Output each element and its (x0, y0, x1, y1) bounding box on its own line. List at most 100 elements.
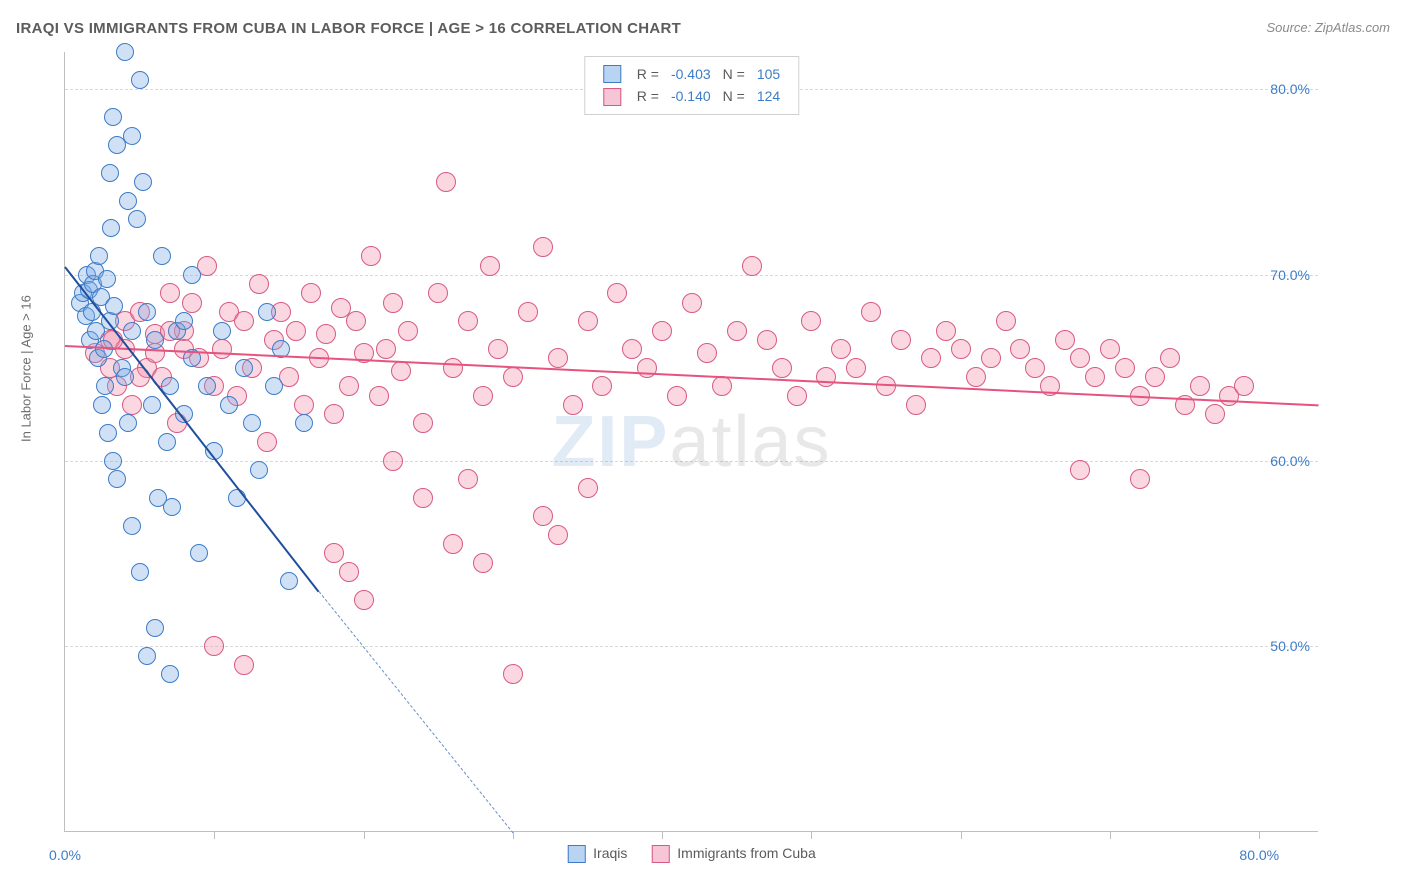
data-point-iraqis (123, 127, 141, 145)
trend-line-extrapolated (318, 591, 513, 833)
data-point-cuba (369, 386, 389, 406)
data-point-cuba (301, 283, 321, 303)
chart-title: IRAQI VS IMMIGRANTS FROM CUBA IN LABOR F… (16, 20, 681, 37)
data-point-iraqis (235, 359, 253, 377)
data-point-cuba (1190, 376, 1210, 396)
data-point-iraqis (163, 498, 181, 516)
data-point-cuba (667, 386, 687, 406)
data-point-cuba (981, 348, 1001, 368)
data-point-iraqis (190, 544, 208, 562)
data-point-iraqis (220, 396, 238, 414)
y-tick-label: 60.0% (1270, 453, 1310, 469)
data-point-iraqis (250, 461, 268, 479)
data-point-cuba (578, 311, 598, 331)
legend-item-cuba: Immigrants from Cuba (651, 845, 815, 863)
data-point-iraqis (116, 368, 134, 386)
data-point-cuba (503, 664, 523, 684)
data-point-cuba (861, 302, 881, 322)
data-point-cuba (324, 404, 344, 424)
data-point-iraqis (175, 312, 193, 330)
data-point-cuba (458, 311, 478, 331)
data-point-cuba (324, 543, 344, 563)
data-point-cuba (592, 376, 612, 396)
x-tick (364, 831, 365, 839)
legend-row-iraqis: R =-0.403 N =105 (597, 63, 786, 85)
gridline (65, 646, 1318, 647)
data-point-cuba (204, 636, 224, 656)
data-point-cuba (996, 311, 1016, 331)
x-tick (811, 831, 812, 839)
data-point-cuba (1160, 348, 1180, 368)
data-point-cuba (518, 302, 538, 322)
data-point-cuba (413, 413, 433, 433)
data-point-iraqis (146, 619, 164, 637)
data-point-cuba (1130, 469, 1150, 489)
data-point-cuba (473, 553, 493, 573)
data-point-cuba (383, 293, 403, 313)
data-point-cuba (682, 293, 702, 313)
data-point-cuba (294, 395, 314, 415)
data-point-cuba (1085, 367, 1105, 387)
series-legend: Iraqis Immigrants from Cuba (567, 845, 816, 863)
data-point-iraqis (295, 414, 313, 432)
data-point-cuba (891, 330, 911, 350)
data-point-cuba (488, 339, 508, 359)
data-point-cuba (563, 395, 583, 415)
data-point-cuba (697, 343, 717, 363)
data-point-cuba (1234, 376, 1254, 396)
x-tick (1110, 831, 1111, 839)
data-point-iraqis (104, 108, 122, 126)
data-point-cuba (234, 655, 254, 675)
data-point-cuba (383, 451, 403, 471)
data-point-iraqis (138, 647, 156, 665)
data-point-cuba (1070, 348, 1090, 368)
data-point-cuba (376, 339, 396, 359)
data-point-cuba (548, 348, 568, 368)
data-point-cuba (391, 361, 411, 381)
data-point-cuba (458, 469, 478, 489)
data-point-iraqis (213, 322, 231, 340)
legend-label: Iraqis (593, 845, 627, 861)
data-point-iraqis (161, 665, 179, 683)
swatch-cuba-icon (603, 88, 621, 106)
data-point-cuba (257, 432, 277, 452)
data-point-cuba (160, 283, 180, 303)
data-point-cuba (182, 293, 202, 313)
y-axis-title: In Labor Force | Age > 16 (19, 295, 34, 442)
chart-container: In Labor Force | Age > 16 ZIPatlas R =-0… (16, 52, 1390, 872)
data-point-cuba (480, 256, 500, 276)
data-point-cuba (234, 311, 254, 331)
data-point-iraqis (123, 322, 141, 340)
data-point-iraqis (158, 433, 176, 451)
data-point-iraqis (258, 303, 276, 321)
watermark: ZIPatlas (551, 401, 831, 483)
data-point-cuba (1100, 339, 1120, 359)
data-point-cuba (339, 376, 359, 396)
data-point-iraqis (183, 266, 201, 284)
data-point-iraqis (131, 563, 149, 581)
data-point-cuba (443, 358, 463, 378)
data-point-cuba (607, 283, 627, 303)
data-point-cuba (122, 395, 142, 415)
data-point-cuba (816, 367, 836, 387)
data-point-cuba (936, 321, 956, 341)
data-point-cuba (921, 348, 941, 368)
data-point-iraqis (104, 452, 122, 470)
data-point-cuba (533, 237, 553, 257)
data-point-cuba (316, 324, 336, 344)
data-point-iraqis (101, 164, 119, 182)
data-point-cuba (443, 534, 463, 554)
data-point-cuba (473, 386, 493, 406)
data-point-iraqis (119, 414, 137, 432)
legend-item-iraqis: Iraqis (567, 845, 627, 863)
data-point-iraqis (146, 331, 164, 349)
x-tick (961, 831, 962, 839)
data-point-cuba (1205, 404, 1225, 424)
data-point-cuba (712, 376, 732, 396)
data-point-cuba (906, 395, 926, 415)
data-point-iraqis (134, 173, 152, 191)
data-point-cuba (772, 358, 792, 378)
swatch-cuba-icon (651, 845, 669, 863)
x-tick (1259, 831, 1260, 839)
data-point-iraqis (123, 517, 141, 535)
